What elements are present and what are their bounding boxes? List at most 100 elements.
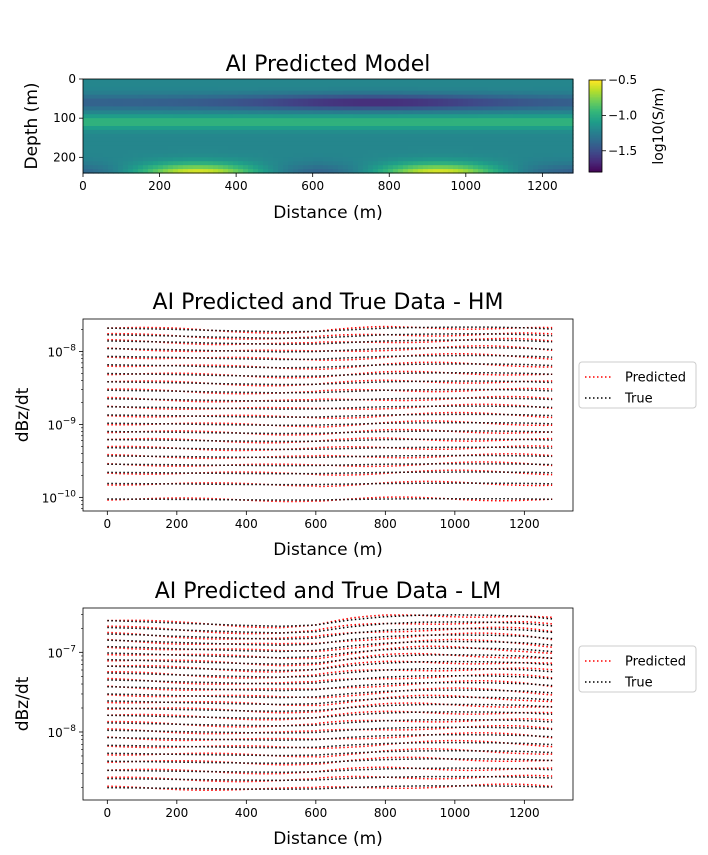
heatmap-cell [318, 86, 324, 92]
heatmap-cell [133, 133, 139, 139]
y-tick-label: 200 [53, 150, 76, 164]
heatmap-cell [538, 145, 544, 151]
heatmap-cell [433, 153, 439, 158]
heatmap-cell [238, 161, 244, 166]
heatmap-cell [343, 98, 349, 104]
heatmap-cell [293, 94, 299, 100]
heatmap-cell [388, 106, 394, 111]
heatmap-cell [508, 153, 514, 158]
heatmap-cell [253, 133, 259, 139]
heatmap-cell [458, 145, 464, 151]
heatmap-cell [293, 114, 299, 119]
heatmap-cell [568, 137, 574, 143]
heatmap-cell [498, 106, 504, 111]
heatmap-cell [178, 161, 184, 166]
heatmap-cell [218, 133, 224, 139]
heatmap-cell [278, 145, 284, 151]
heatmap-cell [168, 102, 174, 108]
heatmap-cell [453, 86, 459, 92]
heatmap-cell [148, 90, 154, 96]
legend-frame [578, 645, 697, 693]
heatmap-cell [223, 165, 229, 170]
heatmap-cell [88, 153, 94, 158]
heatmap-cell [133, 122, 139, 127]
heatmap-cell [423, 79, 429, 84]
heatmap-cell [328, 122, 334, 127]
heatmap-cell [128, 149, 134, 155]
heatmap-cell [223, 157, 229, 162]
heatmap-cell [413, 137, 419, 143]
heatmap-cell [388, 126, 394, 131]
heatmap-cell [318, 145, 324, 151]
heatmap-cell [263, 82, 269, 88]
heatmap-cell [228, 106, 234, 111]
heatmap-cell [458, 153, 464, 158]
heatmap-cell [238, 122, 244, 127]
heatmap-cell [278, 122, 284, 127]
heatmap-cell [428, 106, 434, 111]
heatmap-cell [308, 161, 314, 166]
heatmap-cell [398, 86, 404, 92]
heatmap-cell [293, 90, 299, 96]
heatmap-cell [438, 149, 444, 155]
heatmap-cell [118, 165, 124, 170]
heatmap-cell [153, 102, 159, 108]
heatmap-cell [338, 114, 344, 119]
heatmap-cell [403, 153, 409, 158]
heatmap-cell [558, 165, 564, 170]
heatmap-cell [428, 165, 434, 170]
heatmap-cell [548, 98, 554, 104]
heatmap-cell [503, 137, 509, 143]
heatmap-cell [298, 79, 304, 84]
heatmap-cell [393, 106, 399, 111]
heatmap-cell [298, 165, 304, 170]
heatmap-cell [268, 110, 274, 115]
heatmap-cell [313, 169, 319, 174]
heatmap-cell [488, 133, 494, 139]
heatmap-cell [123, 141, 129, 147]
heatmap-cell [553, 90, 559, 96]
heatmap-cell [398, 114, 404, 119]
heatmap-cell [548, 165, 554, 170]
heatmap-cell [163, 169, 169, 174]
heatmap-cell [318, 106, 324, 111]
heatmap-cell [373, 129, 379, 135]
heatmap-cell [348, 106, 354, 111]
heatmap-cell [568, 79, 574, 84]
heatmap-cell [178, 102, 184, 108]
heatmap-cell [268, 157, 274, 162]
heatmap-cell [253, 79, 259, 84]
heatmap-cell [173, 165, 179, 170]
heatmap-cell [293, 122, 299, 127]
heatmap-cell [88, 126, 94, 131]
colorbar-step [589, 116, 602, 119]
heatmap-cell [333, 145, 339, 151]
heatmap-cell [188, 122, 194, 127]
heatmap-cell [438, 133, 444, 139]
heatmap-cell [453, 79, 459, 84]
heatmap-cell [288, 106, 294, 111]
heatmap-cell [383, 165, 389, 170]
heatmap-cell [418, 169, 424, 174]
heatmap-cell [413, 157, 419, 162]
heatmap-cell [498, 118, 504, 123]
heatmap-cell [388, 145, 394, 151]
heatmap-cell [473, 126, 479, 131]
heatmap-cell [568, 106, 574, 111]
heatmap-cell [133, 86, 139, 92]
heatmap-cell [538, 137, 544, 143]
heatmap-cell [278, 165, 284, 170]
heatmap-cell [158, 129, 164, 135]
heatmap-cell [213, 82, 219, 88]
heatmap-cell [233, 161, 239, 166]
heatmap-cell [138, 137, 144, 143]
heatmap-cell [248, 145, 254, 151]
heatmap-cell [553, 149, 559, 155]
heatmap-cell [198, 133, 204, 139]
colorbar-step [589, 118, 602, 121]
heatmap-cell [533, 133, 539, 139]
heatmap-cell [283, 86, 289, 92]
heatmap-cell [248, 169, 254, 174]
heatmap-cell [228, 145, 234, 151]
heatmap-cell [368, 114, 374, 119]
